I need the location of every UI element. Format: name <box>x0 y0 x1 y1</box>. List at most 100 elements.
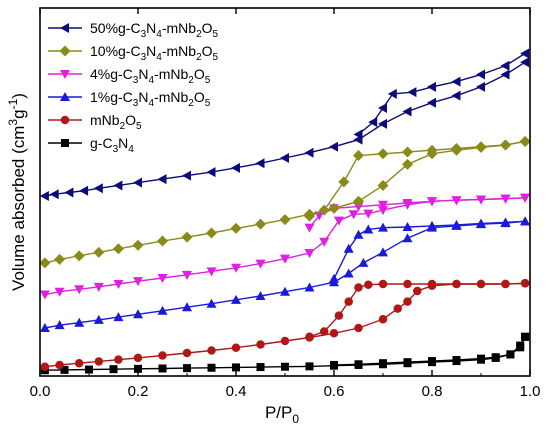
data-point-1-adsorption-10 <box>255 218 266 230</box>
data-point-0-adsorption-22 <box>520 57 530 68</box>
legend-label-1: 10%g-C3N4-mNb2O5 <box>90 43 219 63</box>
data-point-0-adsorption-9 <box>206 167 216 178</box>
data-point-3-adsorption-14 <box>343 268 354 278</box>
data-point-5-desorption-1 <box>516 343 525 352</box>
data-point-1-adsorption-9 <box>230 222 242 234</box>
data-point-3-adsorption-7 <box>182 302 192 312</box>
data-point-5-adsorption-6 <box>183 364 191 373</box>
data-point-1-adsorption-7 <box>181 231 193 243</box>
data-point-0-desorption-3 <box>451 76 461 87</box>
data-point-0-adsorption-8 <box>182 170 191 181</box>
data-point-2-adsorption-1 <box>54 287 65 297</box>
data-point-1-adsorption-14 <box>353 195 364 207</box>
data-point-4-adsorption-9 <box>231 343 241 352</box>
data-point-5-desorption-10 <box>330 360 338 369</box>
data-point-3-desorption-6 <box>378 222 388 232</box>
data-point-4-adsorption-13 <box>329 329 339 338</box>
data-point-2-desorption-0 <box>520 193 531 203</box>
data-point-0-adsorption-6 <box>133 177 142 188</box>
data-point-2-desorption-4 <box>427 197 437 207</box>
data-point-3-adsorption-9 <box>231 294 241 304</box>
data-point-3-adsorption-5 <box>133 309 143 319</box>
data-point-4-desorption-1 <box>501 279 510 289</box>
legend-label-5: g-C3N4 <box>90 135 134 155</box>
data-point-3-desorption-2 <box>476 218 486 228</box>
series-0 <box>39 48 530 201</box>
data-point-2-desorption-1 <box>500 194 511 204</box>
data-point-4-desorption-8 <box>354 283 363 292</box>
legend-marker-5 <box>61 139 69 147</box>
data-point-4-adsorption-15 <box>378 314 388 324</box>
data-point-4-adsorption-3 <box>94 357 104 366</box>
data-point-3-adsorption-15 <box>358 257 369 267</box>
data-point-3-desorption-9 <box>343 243 354 253</box>
data-point-0-desorption-5 <box>407 87 417 98</box>
data-point-1-desorption-5 <box>402 146 413 158</box>
series-line-3-adsorption <box>44 220 526 329</box>
data-point-2-adsorption-8 <box>206 267 217 277</box>
data-point-3-adsorption-12 <box>304 282 315 292</box>
data-point-3-desorption-4 <box>427 220 437 230</box>
data-point-2-adsorption-6 <box>157 274 168 284</box>
data-point-5-adsorption-5 <box>158 364 167 373</box>
data-point-5-adsorption-7 <box>207 363 216 372</box>
data-point-2-desorption-6 <box>378 200 388 210</box>
data-point-0-adsorption-20 <box>476 81 485 92</box>
data-point-1-adsorption-11 <box>279 214 291 226</box>
y-axis-title: Volume absorbed (cm3g-1) <box>6 93 28 291</box>
data-point-0-desorption-2 <box>476 69 485 80</box>
data-point-2-adsorption-11 <box>280 254 290 264</box>
legend-label-3: 1%g-C3N4-mNb2O5 <box>90 89 211 109</box>
x-tick-label: 1.0 <box>520 383 541 400</box>
data-point-5-adsorption-10 <box>281 362 289 371</box>
data-point-2-adsorption-17 <box>378 206 388 216</box>
data-point-3-desorption-1 <box>500 217 511 227</box>
data-point-4-adsorption-7 <box>182 348 192 358</box>
data-point-5-desorption-2 <box>506 350 515 359</box>
data-point-4-desorption-5 <box>403 279 412 289</box>
data-point-1-desorption-8 <box>338 176 350 188</box>
data-point-1-adsorption-13 <box>328 202 340 214</box>
data-point-3-desorption-7 <box>363 224 374 234</box>
data-point-4-adsorption-17 <box>403 297 412 306</box>
data-point-4-desorption-7 <box>364 280 373 289</box>
data-point-0-adsorption-17 <box>402 106 412 117</box>
data-point-0-adsorption-16 <box>378 118 387 129</box>
data-point-1-adsorption-6 <box>157 235 168 247</box>
data-point-2-adsorption-3 <box>93 282 104 292</box>
data-point-5-adsorption-9 <box>256 363 265 372</box>
data-point-3-desorption-3 <box>451 219 462 229</box>
data-point-4-adsorption-6 <box>158 351 167 360</box>
plot-frame <box>39 7 531 377</box>
x-tick-label: 0.8 <box>422 383 443 400</box>
data-point-5-desorption-6 <box>428 357 436 366</box>
series-1 <box>39 135 531 269</box>
data-point-4-adsorption-5 <box>133 353 143 363</box>
data-point-1-desorption-2 <box>475 141 487 153</box>
data-point-4-adsorption-16 <box>393 304 402 313</box>
data-point-2-adsorption-4 <box>113 280 124 289</box>
data-point-4-desorption-12 <box>305 332 314 342</box>
data-point-1-desorption-6 <box>377 148 389 160</box>
data-point-3-adsorption-4 <box>113 312 124 322</box>
data-point-4-desorption-10 <box>334 311 344 320</box>
data-point-5-desorption-0 <box>521 332 530 341</box>
data-point-0-adsorption-5 <box>113 180 123 191</box>
data-point-3-adsorption-17 <box>402 233 413 243</box>
legend-item-1: 10%g-C3N4-mNb2O5 <box>48 43 219 63</box>
data-point-3-adsorption-10 <box>255 290 266 300</box>
data-point-2-adsorption-12 <box>304 249 315 259</box>
data-point-2-adsorption-2 <box>74 285 85 295</box>
data-point-0-adsorption-19 <box>451 90 461 101</box>
data-point-0-adsorption-14 <box>329 141 338 152</box>
data-point-4-desorption-3 <box>452 279 461 289</box>
data-point-0-adsorption-4 <box>93 183 103 194</box>
data-point-4-desorption-4 <box>427 279 437 289</box>
data-point-2-desorption-7 <box>353 202 364 212</box>
data-point-3-desorption-0 <box>520 216 531 226</box>
data-point-4-desorption-2 <box>476 279 486 289</box>
data-point-0-desorption-8 <box>368 117 378 128</box>
data-point-0-adsorption-2 <box>64 187 74 198</box>
data-point-4-adsorption-14 <box>354 323 363 333</box>
